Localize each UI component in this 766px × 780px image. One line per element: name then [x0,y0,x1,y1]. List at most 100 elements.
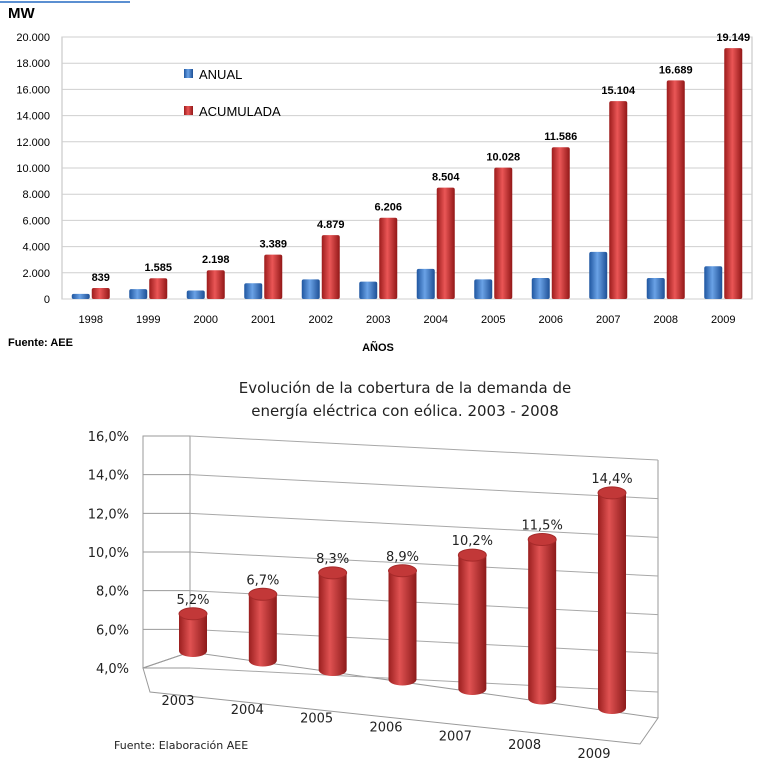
bar-acumulada [609,101,628,299]
data-label-acumulada: 8.504 [432,172,460,184]
bottom-title-line-1: Evolución de la cobertura de la demanda … [239,379,572,397]
bottom-title-line-2: energía eléctrica con eólica. 2003 - 200… [251,402,559,420]
bottom-x-tick-label: 2009 [577,747,610,762]
cylinder-body [388,570,417,686]
bar-anual [301,279,320,299]
top-bars: 839 1.585 2.198 3.389 4.879 6.206 8.504 10.028 1… [71,32,750,299]
bottom-y-tick-label: 12,0% [88,507,129,522]
data-label-acumulada: 19.149 [716,32,750,44]
top-y-tick-label: 8.000 [22,189,50,201]
bottom-x-tick-label: 2005 [300,712,333,727]
bar-acumulada [494,167,513,299]
top-y-tick-label: 16.000 [16,84,50,96]
cylinder-data-label: 5,2% [176,593,209,608]
bottom-y-tick-label: 16,0% [88,430,129,445]
bar-acumulada [264,254,283,299]
top-source: Fuente: AEE [8,337,73,349]
top-y-tick-label: 18.000 [16,58,50,70]
bottom-gridline [189,512,659,538]
legend: ANUAL ACUMULADA [184,67,281,119]
bottom-x-axis: 2003 2004 2005 2006 2007 2008 2009 [161,694,610,762]
bar-acumulada [321,235,340,299]
cylinder-body [598,492,626,714]
cylinder-top [597,486,627,500]
bar-acumulada [436,187,455,299]
x-axis-title: AÑOS [362,341,394,354]
unit-label: MW [8,5,35,22]
cylinder-top [527,533,557,546]
top-y-tick-label: 14.000 [16,111,50,123]
bottom-gridline [189,551,659,577]
data-label-acumulada: 4.879 [317,219,345,231]
top-gridlines [62,36,752,300]
legend-swatch-anual [184,69,193,78]
cylinder-body [248,594,277,667]
bar-anual [474,279,493,299]
bottom-x-tick-label: 2006 [369,721,402,736]
bar-anual [646,278,665,299]
bar-anual [71,293,90,299]
top-chart: MW 0 2.000 4.000 6.000 8.000 10.000 12.000 14.0… [0,1,753,354]
top-y-tick-label: 10.000 [16,163,50,175]
bar-acumulada [149,278,168,299]
cylinder-data-label: 11,5% [522,519,563,534]
bar-anual [416,268,435,299]
bottom-gridline [189,474,659,500]
top-x-tick-label: 2007 [596,314,620,326]
legend-swatch-acumulada [184,106,193,115]
data-label-acumulada: 6.206 [374,202,402,214]
cylinder-body [318,572,347,676]
cylinder-bar: 14,4% [591,472,633,714]
bar-acumulada [666,80,685,299]
data-label-acumulada: 3.389 [259,239,287,251]
bar-anual [359,281,378,299]
bottom-x-tick-label: 2008 [508,738,541,753]
cylinder-body [528,539,557,705]
cylinder-data-label: 6,7% [246,573,279,588]
cylinder-data-label: 8,9% [386,550,419,565]
bar-acumulada [379,217,398,299]
bar-anual [531,278,550,299]
bar-anual [244,283,263,299]
cylinder-data-label: 10,2% [452,534,493,549]
top-x-tick-label: 2004 [424,314,448,326]
data-label-acumulada: 16.689 [659,64,693,76]
cylinder-data-label: 8,3% [316,552,349,567]
cylinder-top [457,548,487,562]
top-x-tick-label: 2009 [711,314,735,326]
cylinder-bar: 8,9% [386,550,419,686]
top-y-tick-label: 20.000 [16,32,50,44]
top-x-tick-label: 2002 [309,314,333,326]
bottom-x-tick-label: 2007 [439,729,472,744]
top-y-axis: 0 2.000 4.000 6.000 8.000 10.000 12.000 14.000 1… [16,32,50,306]
bottom-gridline [189,435,659,461]
bar-acumulada [91,288,110,299]
bar-anual [589,251,608,299]
bar-anual [186,290,205,299]
cylinder-bar: 5,2% [176,593,210,657]
bottom-y-tick-label: 14,0% [88,469,129,484]
bottom-source: Fuente: Elaboración AEE [114,739,248,752]
top-x-tick-label: 2008 [654,314,678,326]
bar-anual [704,266,723,299]
bottom-y-tick-label: 6,0% [96,623,129,638]
bottom-x-tick-label: 2004 [231,703,264,718]
data-label-acumulada: 11.586 [544,131,577,143]
data-label-acumulada: 15.104 [601,85,636,97]
top-x-tick-label: 2006 [539,314,563,326]
legend-label-anual: ANUAL [199,67,242,82]
bottom-gridline [189,667,659,693]
top-y-tick-label: 4.000 [22,242,50,254]
bar-anual [129,289,148,299]
top-x-tick-label: 2000 [194,314,218,326]
cylinder-bar: 6,7% [246,573,279,667]
top-y-tick-label: 2.000 [22,268,50,280]
top-x-tick-label: 2001 [251,314,275,326]
bar-acumulada [206,270,225,299]
bar-acumulada [724,48,743,299]
top-y-tick-label: 12.000 [16,137,50,149]
bar-acumulada [551,147,570,299]
bottom-cylinders: 5,2% 6,7% 8,3% 8,9% 10,2% 11,5% 14,4% [176,472,633,714]
bottom-x-tick-label: 2003 [161,694,194,709]
cylinder-top [318,566,348,580]
